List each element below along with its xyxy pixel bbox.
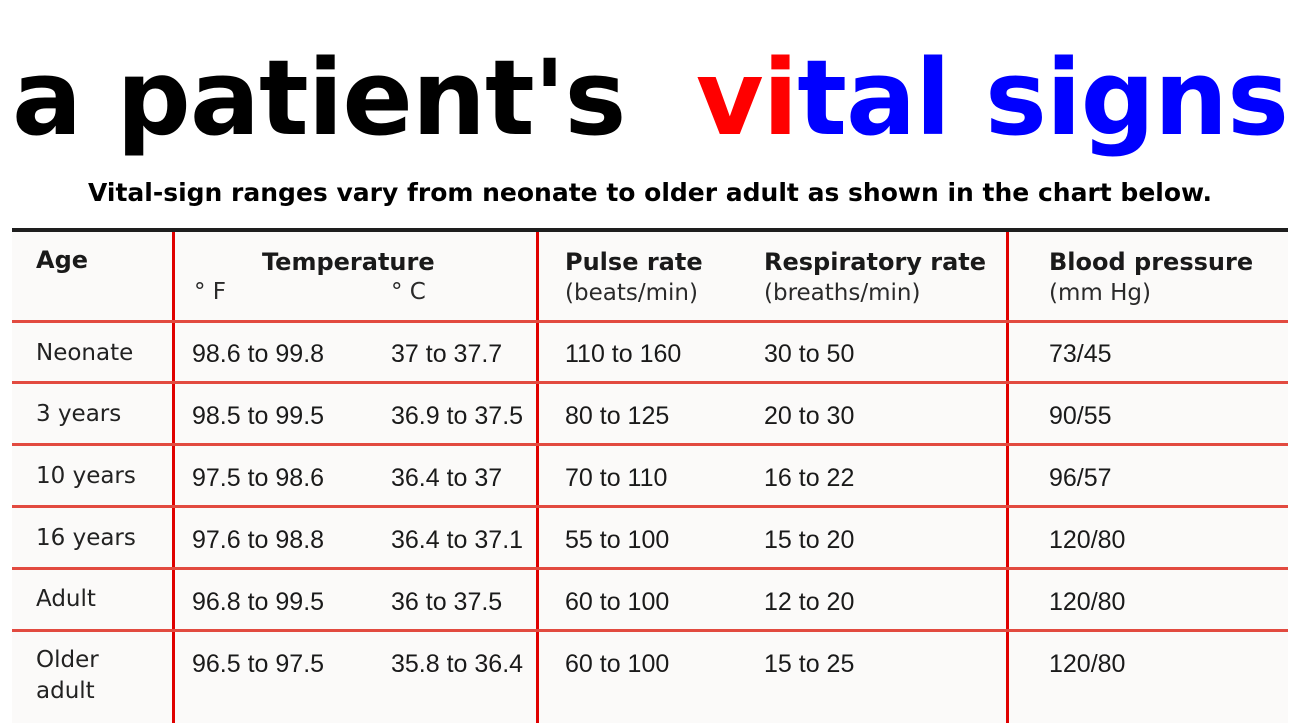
row-blood-pressure: 120/80 [1049, 588, 1126, 616]
row-temp-f: 98.6 to 99.8 [192, 340, 325, 368]
row-divider [12, 443, 1288, 446]
row-respiratory: 12 to 20 [764, 588, 855, 616]
row-pulse: 110 to 160 [565, 340, 682, 368]
row-respiratory: 15 to 20 [764, 526, 855, 554]
row-blood-pressure: 120/80 [1049, 650, 1126, 678]
column-divider [172, 232, 175, 723]
row-temp-c: 36 to 37.5 [391, 588, 503, 616]
row-age: Adult [36, 586, 96, 612]
row-divider [12, 505, 1288, 508]
row-blood-pressure: 90/55 [1049, 402, 1112, 430]
row-age: 10 years [36, 463, 136, 489]
header-age: Age [36, 246, 89, 274]
row-temp-f: 96.5 to 97.5 [192, 650, 325, 678]
row-temp-c: 36.4 to 37 [391, 464, 503, 492]
header-pulse-unit: (beats/min) [565, 280, 698, 306]
row-respiratory: 16 to 22 [764, 464, 855, 492]
row-divider [12, 320, 1288, 323]
title-part-blue: tal signs [797, 37, 1289, 159]
column-divider [536, 232, 539, 723]
header-respiratory-unit: (breaths/min) [764, 280, 921, 306]
row-temp-f: 98.5 to 99.5 [192, 402, 325, 430]
row-pulse: 60 to 100 [565, 650, 670, 678]
header-pulse: Pulse rate [565, 248, 703, 276]
row-respiratory: 15 to 25 [764, 650, 855, 678]
row-divider [12, 567, 1288, 570]
row-temp-f: 96.8 to 99.5 [192, 588, 325, 616]
column-divider [1006, 232, 1009, 723]
header-respiratory: Respiratory rate [764, 248, 987, 276]
row-respiratory: 20 to 30 [764, 402, 855, 430]
vital-signs-table [12, 228, 1288, 723]
row-pulse: 55 to 100 [565, 526, 670, 554]
row-age: Neonate [36, 340, 134, 366]
row-blood-pressure: 96/57 [1049, 464, 1112, 492]
row-respiratory: 30 to 50 [764, 340, 855, 368]
row-temp-f: 97.5 to 98.6 [192, 464, 325, 492]
row-blood-pressure: 73/45 [1049, 340, 1112, 368]
header-blood-pressure: Blood pressure [1049, 248, 1254, 276]
title-part-red: vi [695, 37, 798, 159]
table-top-rule [12, 228, 1288, 232]
row-temp-f: 97.6 to 98.8 [192, 526, 325, 554]
header-blood-pressure-unit: (mm Hg) [1049, 280, 1151, 306]
header-temp-f: ° F [194, 279, 227, 305]
row-pulse: 60 to 100 [565, 588, 670, 616]
row-temp-c: 37 to 37.7 [391, 340, 503, 368]
row-temp-c: 36.4 to 37.1 [391, 526, 524, 554]
title-part-black: a patient's [12, 37, 626, 159]
row-divider [12, 381, 1288, 384]
row-pulse: 80 to 125 [565, 402, 670, 430]
page-title: a patient's vital signs [0, 28, 1300, 168]
row-age: Older adult [36, 647, 99, 704]
row-age: 3 years [36, 401, 122, 427]
page-subtitle: Vital-sign ranges vary from neonate to o… [87, 178, 1213, 207]
header-temperature: Temperature [262, 248, 435, 276]
row-pulse: 70 to 110 [565, 464, 668, 492]
row-temp-c: 35.8 to 36.4 [391, 650, 524, 678]
row-blood-pressure: 120/80 [1049, 526, 1126, 554]
header-temp-c: ° C [391, 279, 426, 305]
row-temp-c: 36.9 to 37.5 [391, 402, 524, 430]
row-age: 16 years [36, 525, 136, 551]
row-divider [12, 629, 1288, 632]
